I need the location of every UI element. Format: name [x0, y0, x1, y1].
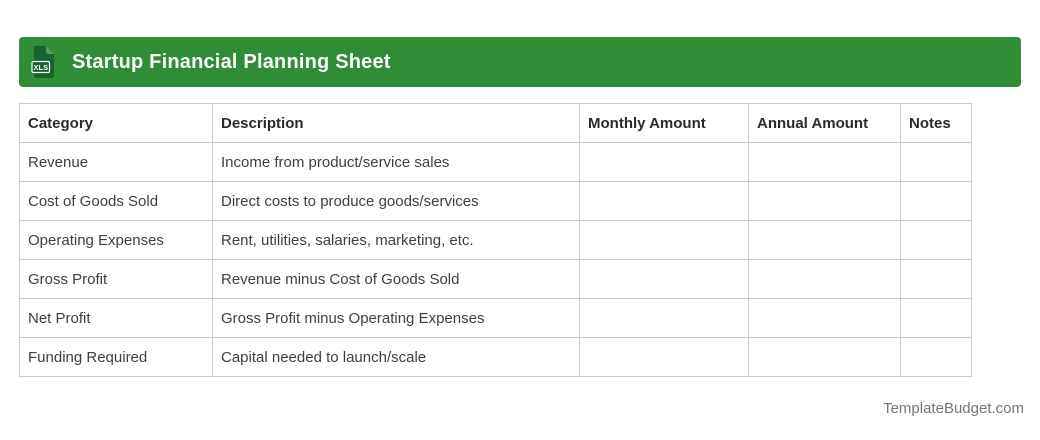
cell-monthly-amount [579, 220, 749, 260]
cell-category: Operating Expenses [19, 220, 213, 260]
cell-notes [900, 142, 972, 182]
cell-notes [900, 181, 972, 221]
cell-category: Funding Required [19, 337, 213, 377]
table-row-revenue: Revenue Income from product/service sale… [19, 142, 972, 182]
cell-description: Rent, utilities, salaries, marketing, et… [212, 220, 580, 260]
financial-planning-table: Category Description Monthly Amount Annu… [19, 103, 972, 377]
financial-planning-table-wrap: Category Description Monthly Amount Annu… [19, 103, 972, 377]
cell-description: Gross Profit minus Operating Expenses [212, 298, 580, 338]
watermark-link[interactable]: TemplateBudget.com [883, 400, 1024, 417]
table-row-cost-of-goods-sold: Cost of Goods Sold Direct costs to produ… [19, 181, 972, 221]
cell-category: Revenue [19, 142, 213, 182]
cell-monthly-amount [579, 337, 749, 377]
cell-description: Direct costs to produce goods/services [212, 181, 580, 221]
cell-notes [900, 298, 972, 338]
table-row-gross-profit: Gross Profit Revenue minus Cost of Goods… [19, 259, 972, 299]
table-row-funding-required: Funding Required Capital needed to launc… [19, 337, 972, 377]
table-row-operating-expenses: Operating Expenses Rent, utilities, sala… [19, 220, 972, 260]
cell-category: Net Profit [19, 298, 213, 338]
column-header-description: Description [212, 103, 580, 143]
cell-category: Cost of Goods Sold [19, 181, 213, 221]
cell-description: Income from product/service sales [212, 142, 580, 182]
page-title: Startup Financial Planning Sheet [72, 50, 391, 73]
cell-annual-amount [748, 142, 901, 182]
cell-description: Capital needed to launch/scale [212, 337, 580, 377]
cell-annual-amount [748, 181, 901, 221]
cell-annual-amount [748, 220, 901, 260]
xls-icon-label: XLS [34, 63, 49, 72]
cell-monthly-amount [579, 298, 749, 338]
table-row-net-profit: Net Profit Gross Profit minus Operating … [19, 298, 972, 338]
cell-monthly-amount [579, 259, 749, 299]
cell-notes [900, 337, 972, 377]
cell-monthly-amount [579, 181, 749, 221]
column-header-monthly-amount: Monthly Amount [579, 103, 749, 143]
cell-annual-amount [748, 337, 901, 377]
cell-notes [900, 220, 972, 260]
xls-file-icon: XLS [31, 46, 54, 78]
cell-notes [900, 259, 972, 299]
cell-annual-amount [748, 298, 901, 338]
cell-monthly-amount [579, 142, 749, 182]
column-header-notes: Notes [900, 103, 972, 143]
cell-description: Revenue minus Cost of Goods Sold [212, 259, 580, 299]
table-header-row: Category Description Monthly Amount Annu… [19, 103, 972, 143]
column-header-category: Category [19, 103, 213, 143]
column-header-annual-amount: Annual Amount [748, 103, 901, 143]
title-bar: XLS Startup Financial Planning Sheet [19, 37, 1021, 87]
cell-category: Gross Profit [19, 259, 213, 299]
cell-annual-amount [748, 259, 901, 299]
